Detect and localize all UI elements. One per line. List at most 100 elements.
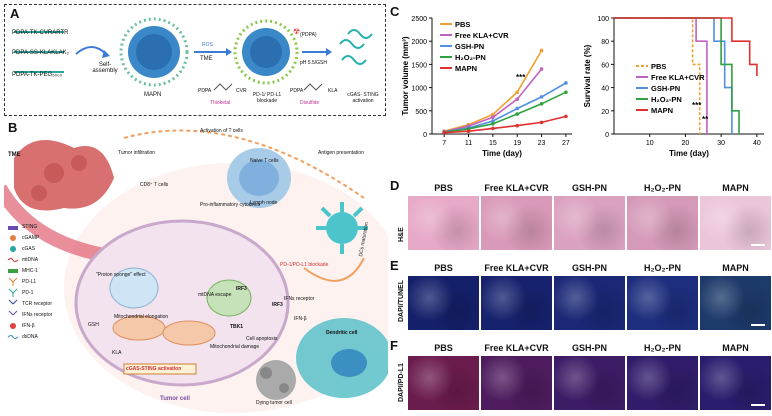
micrograph-image [554, 356, 625, 410]
micrograph-column-title: PBS [434, 183, 453, 193]
ros-label: ROS [202, 42, 213, 48]
panel-b-illustration [4, 129, 388, 413]
legend-pd1: PD-1 [22, 290, 34, 296]
panel-label-b: B [8, 120, 18, 135]
data-point [539, 95, 544, 99]
y-tick-label: 80 [601, 39, 609, 46]
panel-label-e: E [390, 258, 399, 273]
b-tumor-cell: Tumor cell [160, 396, 190, 402]
cvr-label: CVR [236, 88, 247, 94]
y-tick-label: 2500 [411, 16, 427, 23]
x-tick-label: 27 [562, 140, 570, 147]
micrograph-image [700, 276, 771, 330]
pdpa-top-label: (PDPA) [300, 32, 317, 38]
y-axis-label: Tumor volume (mm³) [401, 36, 410, 115]
micrograph-column-title: PBS [434, 343, 453, 353]
b-naive-t: Naive T cells [250, 158, 279, 164]
y-tick-label: 100 [597, 16, 609, 23]
legend-mtdna: mtDNA [22, 257, 39, 263]
legend-dsdna: dsDNA [22, 334, 38, 340]
dendritic-cell-bottom [296, 318, 388, 398]
legend-pdl1: PD-L1 [22, 279, 37, 285]
x-tick-label: 19 [513, 140, 521, 147]
polymer-strands [14, 31, 64, 73]
polymer-label-2: PDPA-SS-KLAKLAK₂ [12, 50, 69, 56]
y-tick-label: 40 [601, 86, 609, 93]
series-line [614, 17, 758, 76]
mapn-label: MAPN [144, 92, 162, 98]
micrograph-column-title: H₂O₂-PN [644, 263, 681, 273]
y-tick-label: 0 [605, 132, 609, 139]
legend-sting: STING [22, 224, 38, 230]
micrograph-row-label: DAPI/TUNEL [398, 280, 405, 322]
b-tbk1: TBK1 [230, 324, 244, 330]
pdpa-label-1: PDPA [198, 88, 212, 94]
scale-bar [751, 404, 765, 406]
tumor-volume-chart: 0 500 1000 1500 2000 2500 7 11 15 19 23 27 Time (day… [401, 16, 572, 158]
data-point [466, 129, 471, 134]
data-point [564, 114, 568, 119]
data-point [515, 112, 520, 116]
micrograph-image [481, 276, 552, 330]
data-point [564, 81, 568, 85]
panel-a-schematic: ☢ [14, 17, 373, 91]
b-pd1-block: PD-1/PD-L1 blockade [280, 262, 329, 268]
micrograph-image [627, 356, 698, 410]
x-tick-label: 40 [753, 140, 761, 147]
data-point [491, 112, 495, 117]
ph-gsh-label: pH 5.5/GSH [300, 60, 327, 66]
dying-tumor-cell [256, 360, 296, 400]
legend-entry: PBS [455, 20, 470, 29]
micrograph-image [481, 196, 552, 250]
data-point [515, 90, 520, 95]
micrograph-column-title: Free KLA+CVR [484, 183, 549, 193]
legend-entry: H₂O₂-PN [651, 95, 682, 104]
x-axis-label: Time (day) [669, 149, 709, 158]
polymer-label-3: PDPA-TK-PEG₅₀₀₀ [12, 72, 63, 78]
svg-text:☢: ☢ [293, 27, 300, 36]
panel-label-f: F [390, 338, 398, 353]
tumor-mass [14, 140, 114, 211]
micrograph-column-title: H₂O₂-PN [644, 343, 681, 353]
b-irf3a: IRF3 [236, 286, 247, 292]
y-tick-label: 60 [601, 62, 609, 69]
x-tick-label: 20 [682, 140, 690, 147]
legend-entry: Free KLA+CVR [455, 31, 509, 40]
micrograph-column-title: MAPN [722, 183, 749, 193]
data-point [515, 97, 520, 101]
micrograph-image [627, 196, 698, 250]
assembly-arrow [75, 46, 107, 55]
data-point [515, 123, 520, 128]
tumor-cell [74, 219, 290, 387]
y-tick-label: 1500 [411, 62, 427, 69]
panel-a-frame [4, 4, 386, 116]
pd1-particle [233, 19, 299, 85]
survival-chart: 0 20 40 60 80 100 10 20 30 40 Time (day) Survival r… [584, 16, 764, 158]
legend-entry: GSH-PN [651, 84, 680, 93]
self-assembly-label: Self-assembly [92, 62, 118, 74]
b-dying: Dying tumor cell [256, 400, 292, 406]
micrograph-image [554, 196, 625, 250]
y-axis-label: Survival rate (%) [584, 44, 592, 107]
pd1-blockade-label: PD-1/ PD-L1 blockade [252, 92, 282, 104]
significance-label: *** [516, 73, 526, 82]
tme-label: TME [200, 56, 213, 62]
b-antigen: Antigen presentation [318, 150, 364, 156]
legend-entry: PBS [651, 62, 666, 71]
b-irf3b: IRF3 [272, 302, 283, 308]
legend-cgas: cGAS [22, 246, 36, 252]
x-axis-label: Time (day) [482, 149, 522, 158]
micrograph-column-title: GSH-PN [571, 343, 607, 353]
micrograph-column-title: MAPN [722, 343, 749, 353]
x-tick-label: 30 [717, 140, 725, 147]
micrograph-image [627, 276, 698, 330]
x-tick-label: 23 [538, 140, 546, 147]
b-kla: KLA [112, 350, 122, 356]
y-tick-label: 2000 [411, 39, 427, 46]
x-tick-label: 7 [442, 140, 446, 147]
scale-bar [751, 324, 765, 326]
legend-ifn-beta: IFN-β [22, 323, 35, 329]
b-cgas-sting: cGAS-STING activation [126, 366, 182, 372]
micrograph-column-title: GSH-PN [571, 263, 607, 273]
micrograph-image [700, 356, 771, 410]
